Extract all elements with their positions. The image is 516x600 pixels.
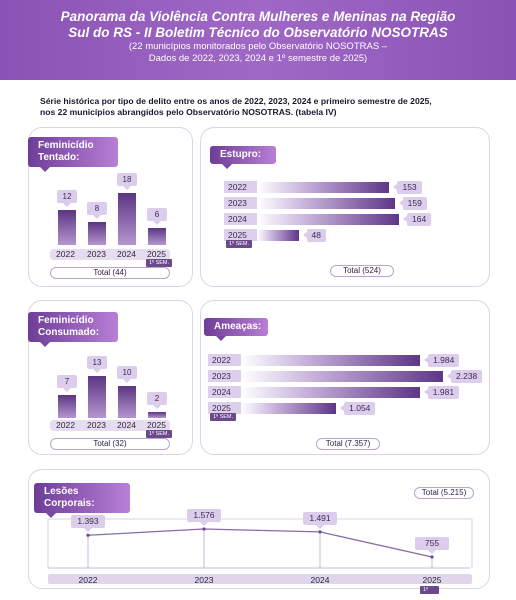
value-label-2023: 159 bbox=[398, 196, 427, 210]
year-label: 2025 bbox=[224, 229, 257, 241]
value-label-2022: 7 bbox=[57, 375, 77, 393]
year-label: 2022 bbox=[56, 420, 75, 430]
value-label-2025: 48 bbox=[302, 228, 327, 242]
value-label-2024: 164 bbox=[402, 212, 432, 226]
page-subtitle: (22 municípios monitorados pelo Observat… bbox=[128, 41, 388, 64]
chart-title-feminicidio-consumado: Feminicídio Consumado: bbox=[28, 312, 118, 347]
value-label-2024: 1.981 bbox=[423, 385, 460, 399]
bar-2023 bbox=[257, 197, 395, 209]
bar-2022 bbox=[58, 395, 76, 418]
chart-title-lesoes-corporais: Lesões Corporais: bbox=[34, 483, 130, 518]
year-label: 2024 bbox=[310, 575, 330, 585]
bar-2023 bbox=[88, 221, 106, 245]
bar-2024 bbox=[241, 386, 420, 398]
value-label-2025: 1.054 bbox=[340, 401, 376, 415]
bar-2024 bbox=[118, 193, 136, 245]
value-label-2025: 6 bbox=[147, 207, 167, 225]
bar-2025 bbox=[148, 227, 166, 245]
year-label: 2022 bbox=[78, 575, 98, 585]
year-label: 2024 bbox=[208, 386, 241, 398]
chart-estupro: 2022 153 2023 159 2024 164 2025 48 1º SEM. bbox=[224, 180, 454, 251]
year-label: 2023 bbox=[87, 249, 106, 259]
bar-2024 bbox=[118, 385, 136, 418]
chart-title-feminicidio-tentado: Feminicídio Tentado: bbox=[28, 137, 118, 172]
chart-ameacas: 2022 1.984 2023 2.238 2024 1.981 2025 1.054 1º S… bbox=[208, 353, 483, 424]
year-axis-feminicidio-tentado: 2022 2023 2024 2025 bbox=[50, 249, 170, 260]
bar-2025 bbox=[241, 402, 337, 414]
total-estupro: Total (524) bbox=[330, 265, 394, 277]
total-feminicidio-tentado: Total (44) bbox=[50, 267, 170, 279]
chart-title-estupro: Estupro: bbox=[210, 146, 276, 169]
bar-2022 bbox=[257, 181, 390, 193]
page-title: Panorama da Violência Contra Mulheres e … bbox=[60, 9, 456, 40]
value-label-2023: 13 bbox=[87, 356, 107, 373]
bar-2024 bbox=[257, 213, 399, 225]
year-label: 2023 bbox=[194, 575, 214, 585]
semester-tag: 1º SEM. bbox=[226, 240, 253, 248]
year-label: 2025 bbox=[147, 420, 166, 430]
bar-2025 bbox=[257, 229, 299, 241]
value-label-2025: 2 bbox=[147, 391, 167, 409]
bar-2023 bbox=[88, 376, 106, 418]
bar-2025 bbox=[148, 411, 166, 418]
year-label: 2022 bbox=[56, 249, 75, 259]
chart-feminicidio-consumado: 7 13 10 2 bbox=[50, 355, 180, 418]
total-ameacas: Total (7.357) bbox=[316, 438, 380, 450]
value-label-2022: 1.393 bbox=[71, 515, 105, 533]
semester-tag: 1º SEM. bbox=[210, 413, 237, 421]
year-label: 2023 bbox=[87, 420, 106, 430]
chart-title-ameacas: Ameaças: bbox=[204, 318, 268, 341]
value-label-2024: 18 bbox=[117, 173, 137, 190]
year-label: 2024 bbox=[117, 249, 136, 259]
chart-feminicidio-tentado: 12 8 18 6 bbox=[50, 173, 180, 245]
bar-2023 bbox=[241, 370, 443, 382]
value-label-2022: 153 bbox=[393, 180, 422, 194]
year-label: 2022 bbox=[208, 354, 241, 366]
value-label-2024: 1.491 bbox=[303, 511, 337, 529]
year-label: 2024 bbox=[117, 420, 136, 430]
year-axis-feminicidio-consumado: 2022 2023 2024 2025 bbox=[50, 420, 170, 431]
total-feminicidio-consumado: Total (32) bbox=[50, 438, 170, 450]
value-label-2023: 1.576 bbox=[187, 509, 221, 526]
header-banner: Panorama da Violência Contra Mulheres e … bbox=[0, 0, 516, 80]
year-label: 2024 bbox=[224, 213, 257, 225]
year-label: 2025 bbox=[422, 575, 442, 585]
year-label: 2022 bbox=[224, 181, 257, 193]
year-label: 2023 bbox=[224, 197, 257, 209]
semester-tag: 1º SEM. bbox=[420, 586, 440, 600]
value-label-2022: 1.984 bbox=[424, 353, 460, 367]
value-label-2023: 8 bbox=[87, 201, 107, 219]
bar-2022 bbox=[58, 210, 76, 245]
intro-text: Série histórica por tipo de delito entre… bbox=[40, 96, 432, 117]
bar-2022 bbox=[241, 354, 421, 366]
year-label: 2023 bbox=[208, 370, 241, 382]
total-lesoes-corporais: Total (5.215) bbox=[414, 487, 474, 499]
semester-tag: 1º SEM. bbox=[146, 259, 173, 267]
semester-tag: 1º SEM. bbox=[146, 430, 173, 438]
year-label: 2025 bbox=[208, 402, 241, 414]
value-label-2025: 755 bbox=[415, 537, 449, 554]
value-label-2023: 2.238 bbox=[446, 369, 483, 383]
value-label-2022: 12 bbox=[57, 190, 77, 208]
value-label-2024: 10 bbox=[117, 365, 137, 383]
year-label: 2025 bbox=[147, 249, 166, 259]
